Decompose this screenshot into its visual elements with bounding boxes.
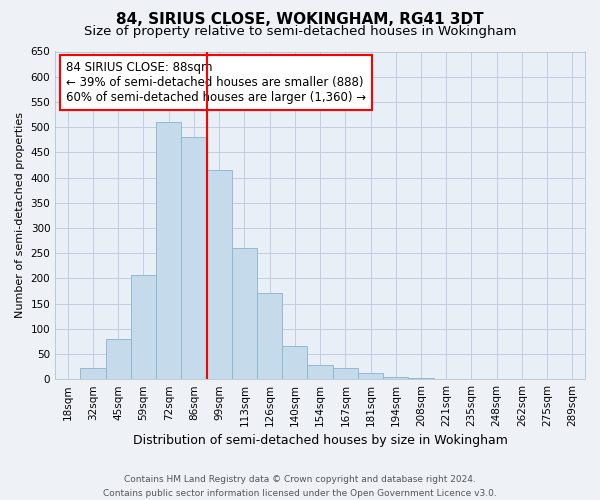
Text: 84 SIRIUS CLOSE: 88sqm
← 39% of semi-detached houses are smaller (888)
60% of se: 84 SIRIUS CLOSE: 88sqm ← 39% of semi-det…	[66, 62, 366, 104]
Bar	[332, 368, 358, 379]
Bar	[206, 170, 232, 379]
Bar	[131, 275, 156, 379]
Bar	[282, 346, 307, 379]
Bar	[181, 137, 206, 379]
Bar	[257, 294, 282, 379]
Bar	[409, 378, 434, 379]
X-axis label: Distribution of semi-detached houses by size in Wokingham: Distribution of semi-detached houses by …	[133, 434, 508, 448]
Text: Contains HM Land Registry data © Crown copyright and database right 2024.
Contai: Contains HM Land Registry data © Crown c…	[103, 476, 497, 498]
Bar	[383, 376, 409, 379]
Bar	[232, 248, 257, 379]
Y-axis label: Number of semi-detached properties: Number of semi-detached properties	[15, 112, 25, 318]
Bar	[106, 339, 131, 379]
Bar	[358, 372, 383, 379]
Text: Size of property relative to semi-detached houses in Wokingham: Size of property relative to semi-detach…	[84, 25, 516, 38]
Bar	[80, 368, 106, 379]
Bar	[156, 122, 181, 379]
Text: 84, SIRIUS CLOSE, WOKINGHAM, RG41 3DT: 84, SIRIUS CLOSE, WOKINGHAM, RG41 3DT	[116, 12, 484, 28]
Bar	[307, 365, 332, 379]
